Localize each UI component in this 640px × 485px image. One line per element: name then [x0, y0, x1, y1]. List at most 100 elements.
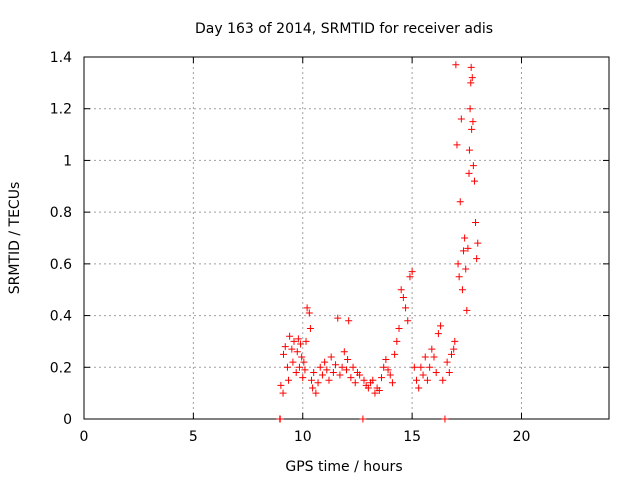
x-tick-label: 20 [513, 429, 531, 445]
data-point [464, 244, 472, 252]
data-point [305, 309, 313, 317]
data-point [463, 306, 471, 314]
data-point [461, 234, 469, 242]
y-tick-label: 1.2 [50, 102, 72, 118]
plot-frame [83, 56, 610, 420]
data-point [359, 415, 367, 423]
data-point [277, 381, 285, 389]
data-point [340, 348, 348, 356]
data-point [415, 384, 423, 392]
data-point [347, 374, 355, 382]
data-point [445, 368, 453, 376]
data-point [386, 371, 394, 379]
data-point [469, 162, 477, 170]
data-point [448, 350, 455, 358]
data-point [344, 356, 352, 364]
data-point [388, 379, 396, 387]
data-point [423, 376, 431, 384]
y-tick-label: 0.8 [50, 205, 72, 221]
data-point [467, 79, 475, 87]
data-point [302, 337, 310, 345]
data-point [318, 371, 326, 379]
data-point [419, 371, 427, 379]
data-point [470, 177, 478, 185]
data-point [349, 363, 357, 371]
data-point [334, 314, 342, 322]
data-point [323, 366, 331, 374]
data-point [434, 330, 442, 338]
data-point [402, 304, 410, 312]
data-point [410, 363, 418, 371]
data-point [310, 368, 318, 376]
x-tick-label: 15 [403, 429, 421, 445]
data-point [289, 358, 297, 366]
data-point [451, 337, 459, 345]
data-point [306, 325, 314, 332]
data-point [286, 332, 294, 340]
data-point [384, 366, 392, 374]
data-point [297, 340, 305, 348]
data-point [356, 371, 364, 379]
data-point [467, 63, 475, 71]
data-point [404, 317, 412, 325]
data-point [292, 368, 300, 376]
y-tick-label: 0.2 [50, 360, 72, 376]
data-point [391, 350, 399, 358]
data-point [474, 239, 482, 247]
data-point [465, 169, 473, 177]
data-point [454, 260, 462, 268]
data-point [299, 374, 307, 382]
data-point [466, 105, 474, 113]
data-point [468, 125, 476, 133]
data-point [283, 363, 291, 371]
data-point [399, 293, 407, 301]
data-point [456, 198, 464, 206]
data-point [364, 384, 372, 392]
data-point [457, 115, 465, 123]
data-point [452, 61, 460, 69]
data-point [329, 368, 337, 376]
data-point [393, 337, 401, 345]
data-point [450, 345, 458, 353]
data-point [360, 376, 368, 384]
data-point [469, 118, 477, 126]
data-point [371, 389, 379, 397]
y-axis-label: SRMTID / TECUs [7, 182, 23, 295]
data-point [369, 376, 377, 384]
data-point [351, 379, 359, 387]
data-point [397, 286, 405, 294]
data-point [336, 371, 344, 379]
data-point [462, 265, 470, 273]
data-point [316, 363, 324, 371]
data-point [300, 358, 308, 366]
series-srmtid [276, 61, 482, 423]
data-point [473, 255, 481, 263]
data-point [465, 146, 473, 154]
data-point [408, 268, 416, 276]
data-points [276, 61, 482, 423]
data-point [279, 389, 287, 397]
data-point [280, 350, 287, 358]
data-point [468, 74, 476, 82]
data-point [460, 247, 468, 255]
data-point [308, 376, 315, 384]
data-point [455, 273, 463, 281]
data-point [421, 353, 429, 361]
data-point [327, 353, 335, 361]
data-point [338, 363, 346, 371]
data-point [378, 374, 385, 382]
data-point [288, 345, 296, 353]
data-point [458, 286, 466, 294]
x-tick-label: 10 [294, 429, 312, 445]
data-point [430, 353, 438, 361]
y-tick-label: 0.6 [50, 257, 72, 273]
y-tick-label: 1.4 [50, 50, 72, 66]
data-point [345, 317, 353, 325]
data-point [309, 384, 317, 392]
data-point [413, 376, 420, 384]
data-point [290, 337, 298, 345]
data-point [437, 322, 445, 330]
data-point [441, 415, 449, 423]
data-point [332, 361, 340, 369]
